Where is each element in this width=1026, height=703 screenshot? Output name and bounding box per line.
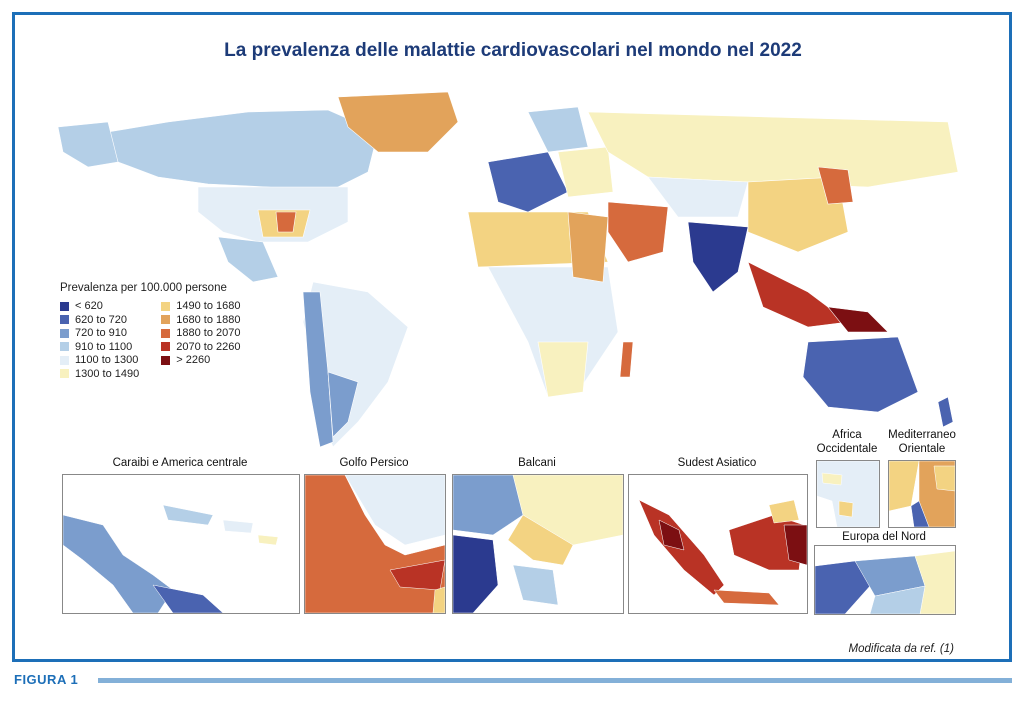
legend-label: 1680 to 1880	[176, 313, 241, 326]
usa-south-region	[275, 211, 297, 233]
legend-label: < 620	[75, 300, 103, 313]
legend-swatch	[161, 328, 171, 338]
australia-region	[802, 336, 919, 413]
legend-title: Prevalenza per 100.000 persone	[60, 282, 227, 294]
madagascar-region	[619, 341, 634, 378]
world-map	[57, 92, 959, 448]
legend-swatch	[60, 328, 69, 338]
inset-europa-nord	[814, 545, 956, 615]
mexico-region	[217, 236, 279, 283]
legend-swatch	[60, 301, 69, 311]
legend-label: 1300 to 1490	[75, 367, 140, 380]
legend-label: 620 to 720	[75, 313, 127, 326]
inset-title-golfo: Golfo Persico	[339, 457, 409, 469]
map-legend: Prevalenza per 100.000 persone < 620 620…	[60, 282, 240, 380]
inset-mediterraneo	[888, 460, 956, 528]
inset-sudest	[628, 474, 808, 614]
southeast-asia-region	[747, 261, 849, 328]
inset-title-europa-nord: Europa del Nord	[842, 531, 926, 543]
legend-label: 1490 to 1680	[176, 300, 241, 313]
legend-swatch	[161, 301, 171, 311]
new-zealand-region	[937, 396, 954, 428]
legend-item: 720 to 910	[60, 327, 139, 340]
legend-label: 1100 to 1300	[75, 354, 139, 367]
middle-east-region	[607, 201, 669, 263]
legend-item: 1300 to 1490	[60, 368, 139, 381]
legend-swatch	[60, 342, 69, 352]
greenland-region	[337, 92, 459, 153]
legend-item: 910 to 1100	[60, 341, 139, 354]
legend-item: 620 to 720	[60, 314, 139, 327]
inset-golfo	[304, 474, 446, 614]
legend-columns: < 620 620 to 720 720 to 910 910 to 1100 …	[60, 300, 240, 380]
legend-label: 2070 to 2260	[176, 340, 241, 353]
southern-africa-region	[537, 341, 589, 398]
inset-caraibi	[62, 474, 300, 614]
europe-east-region	[557, 146, 614, 198]
legend-item: 1880 to 2070	[161, 327, 240, 340]
legend-label: > 2260	[176, 354, 211, 367]
legend-item: > 2260	[161, 354, 240, 367]
south-asia-region	[687, 221, 749, 293]
legend-label: 1880 to 2070	[176, 327, 241, 340]
china-northeast-region	[817, 166, 854, 205]
inset-title-caraibi: Caraibi e America centrale	[112, 457, 248, 469]
figure-label-rule	[98, 678, 1012, 683]
legend-col-left: < 620 620 to 720 720 to 910 910 to 1100 …	[60, 300, 139, 380]
alaska-region	[57, 121, 119, 168]
legend-item: 1490 to 1680	[161, 300, 240, 313]
canada-region	[107, 109, 379, 193]
figure-label: FIGURA 1	[14, 672, 79, 687]
legend-swatch	[161, 315, 171, 325]
legend-swatch	[60, 355, 69, 365]
indonesia-east-region	[827, 306, 889, 333]
scandinavia-region	[527, 106, 589, 153]
legend-swatch	[161, 342, 171, 352]
legend-swatch	[161, 355, 171, 365]
legend-label: 910 to 1100	[75, 340, 133, 353]
inset-title-balcani: Balcani	[518, 457, 556, 469]
figure-frame	[12, 12, 1012, 662]
egypt-sudan-region	[567, 211, 609, 283]
legend-swatch	[60, 315, 69, 325]
europe-west-region	[487, 151, 569, 213]
inset-africa-occ	[816, 460, 880, 528]
inset-title-sudest: Sudest Asiatico	[677, 457, 757, 469]
inset-title-africa-occ: Africa Occidentale	[816, 429, 878, 455]
legend-item: < 620	[60, 300, 139, 313]
source-credit: Modificata da ref. (1)	[848, 643, 954, 655]
map-title: La prevalenza delle malattie cardiovasco…	[224, 40, 802, 61]
legend-item: 1100 to 1300	[60, 354, 139, 367]
legend-col-right: 1490 to 1680 1680 to 1880 1880 to 2070 2…	[161, 300, 240, 380]
peru-chile-region	[302, 291, 334, 448]
legend-item: 1680 to 1880	[161, 314, 240, 327]
legend-item: 2070 to 2260	[161, 341, 240, 354]
inset-balcani	[452, 474, 624, 614]
inset-title-mediterraneo: Mediterraneo Orientale	[888, 429, 956, 455]
legend-label: 720 to 910	[75, 327, 127, 340]
legend-swatch	[60, 369, 69, 379]
argentina-region	[327, 371, 359, 438]
central-asia-region	[647, 176, 749, 218]
russia-region	[587, 111, 959, 188]
